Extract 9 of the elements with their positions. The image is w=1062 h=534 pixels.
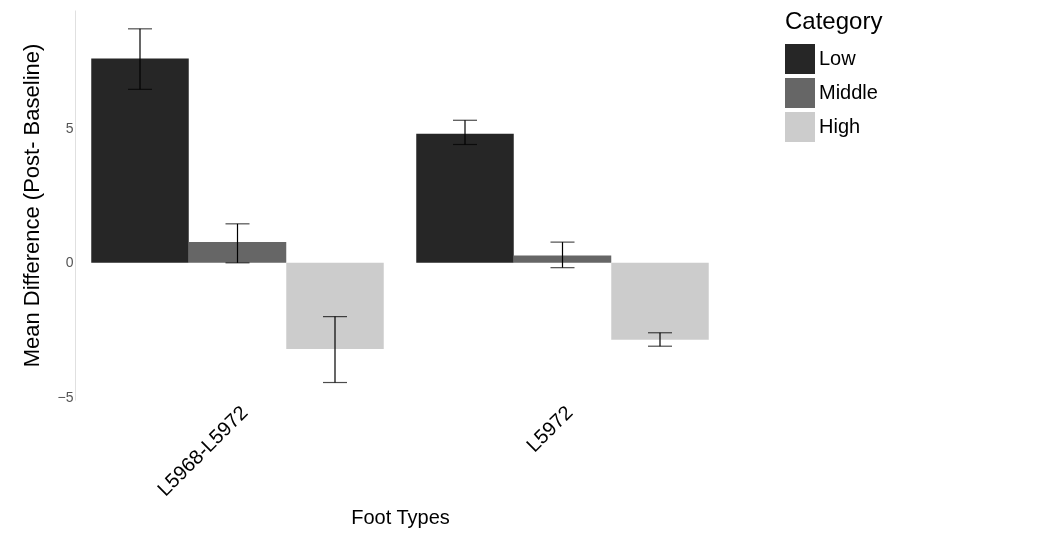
y-tick-label: 0 (65, 254, 74, 271)
y-axis-title: Mean Difference (Post- Baseline) (18, 43, 44, 368)
legend-label: Low (819, 47, 857, 69)
x-axis-title: Foot Types (351, 506, 450, 528)
y-tick-label: 5 (65, 119, 74, 136)
y-tick-label: −5 (57, 388, 74, 405)
legend-label: Middle (819, 81, 878, 103)
legend-title: Category (785, 7, 883, 34)
legend-label: High (819, 115, 861, 137)
